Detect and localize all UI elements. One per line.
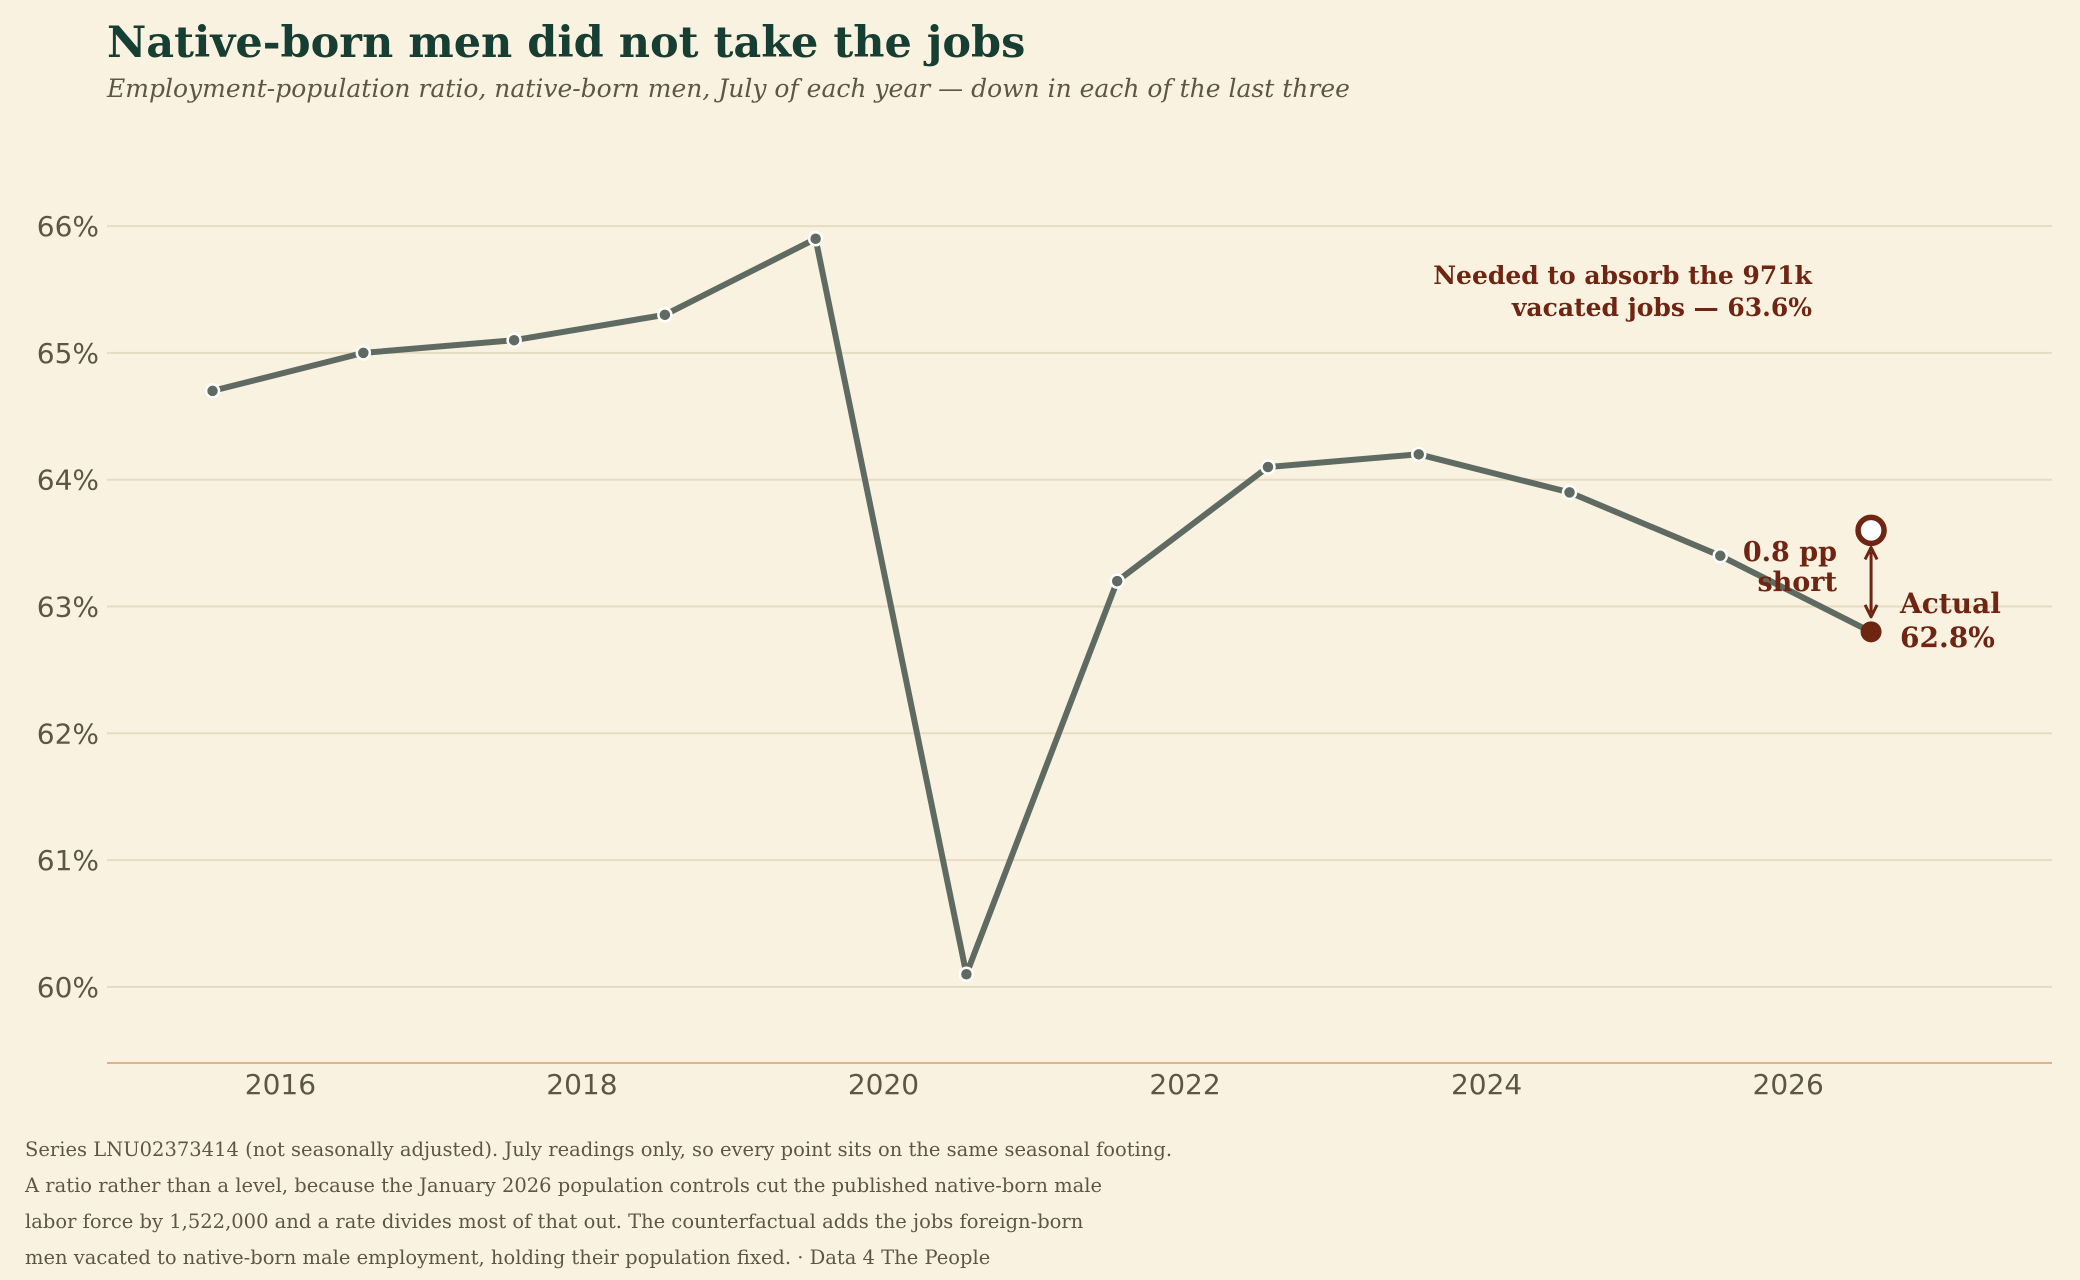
actual-point (1860, 621, 1882, 643)
data-point (506, 332, 522, 348)
data-point (1712, 548, 1729, 564)
data-point (1410, 446, 1427, 463)
gap-arrowhead-up (1863, 545, 1879, 561)
y-tick-label: 62% (37, 717, 99, 750)
data-point (657, 307, 673, 323)
x-tick-label: 2018 (546, 1068, 617, 1101)
data-point (958, 966, 975, 982)
y-tick-label: 63% (37, 591, 99, 624)
x-tick-label: 2026 (1753, 1068, 1824, 1101)
data-point (355, 345, 372, 361)
line-chart: 60% 61% 62% 63% 64% 65% 66% 2016 2018 2020 2022 202… (37, 210, 2052, 1101)
footnote-line: A ratio rather than a level, because the… (25, 1174, 1103, 1197)
footnote-line: men vacated to native-born male employme… (25, 1246, 991, 1269)
data-point (1561, 484, 1578, 501)
y-tick-label: 61% (37, 844, 99, 877)
counterfactual-label: vacated jobs — 63.6% (1511, 293, 1812, 322)
x-tick-label: 2024 (1451, 1068, 1522, 1101)
counterfactual-label: Needed to absorb the 971k (1433, 261, 1812, 290)
x-tick-label: 2016 (245, 1068, 316, 1101)
gap-label: short (1757, 567, 1837, 598)
y-tick-label: 64% (37, 464, 99, 497)
data-point (807, 231, 824, 247)
y-tick-label: 66% (37, 210, 99, 243)
actual-label: Actual (1899, 587, 2001, 620)
footnote-line: labor force by 1,522,000 and a rate divi… (25, 1210, 1084, 1233)
data-point (204, 383, 221, 399)
y-gridlines (107, 225, 2052, 988)
x-tick-label: 2020 (848, 1068, 919, 1101)
footnote-line: Series LNU02373414 (not seasonally adjus… (25, 1138, 1173, 1161)
counterfactual-point (1855, 514, 1887, 547)
x-tick-label: 2022 (1149, 1068, 1220, 1101)
gap-label: 0.8 pp (1743, 537, 1837, 568)
gap-arrowhead-down (1863, 604, 1879, 619)
y-tick-label: 65% (37, 337, 99, 370)
actual-label: 62.8% (1900, 621, 1995, 654)
chart-subtitle: Employment-population ratio, native-born… (107, 74, 1350, 103)
footnote: Series LNU02373414 (not seasonally adjus… (25, 1132, 1325, 1276)
data-point (1109, 573, 1125, 589)
series-line (209, 235, 1875, 978)
data-point (1260, 459, 1276, 475)
chart-title: Native-born men did not take the jobs (107, 18, 1026, 68)
y-tick-label: 60% (37, 971, 99, 1004)
